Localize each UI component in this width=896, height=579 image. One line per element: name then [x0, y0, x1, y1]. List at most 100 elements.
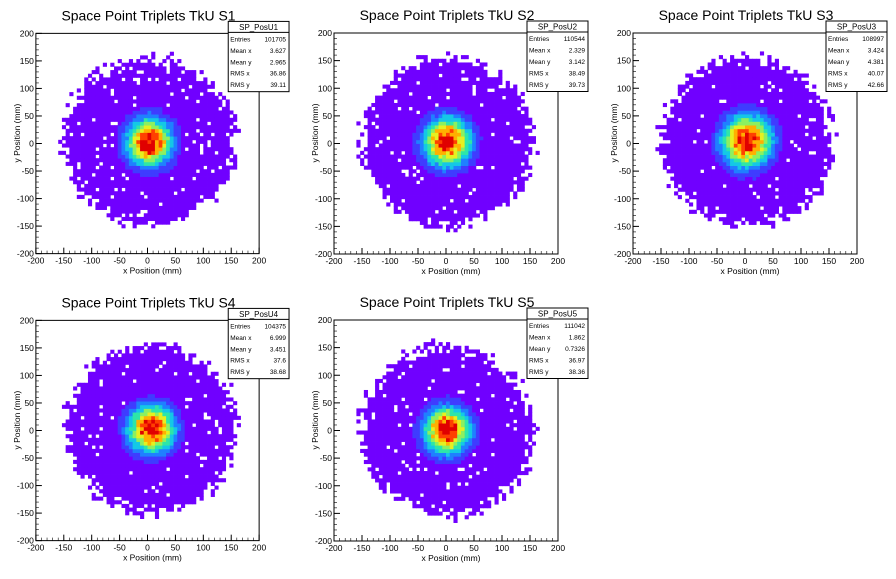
heatmap-cell	[797, 191, 801, 195]
heatmap-cell	[760, 221, 764, 225]
heatmap-cell	[816, 110, 820, 114]
heatmap-cell	[771, 125, 775, 129]
heatmap-cell	[738, 210, 742, 214]
heatmap-cell	[144, 114, 148, 118]
heatmap-cell	[734, 188, 738, 192]
heatmap-cell	[704, 118, 708, 122]
heatmap-cell	[797, 173, 801, 177]
heatmap-cell	[480, 169, 484, 173]
heatmap-cell	[790, 99, 794, 103]
heatmap-cell	[211, 140, 215, 144]
heatmap-cell	[409, 151, 413, 155]
heatmap-cell	[394, 88, 398, 92]
heatmap-cell	[805, 114, 809, 118]
heatmap-cell	[495, 121, 499, 125]
heatmap-cell	[723, 217, 727, 221]
heatmap-cell	[801, 136, 805, 140]
heatmap-cell	[506, 107, 510, 111]
heatmap-cell	[148, 206, 152, 210]
heatmap-cell	[159, 147, 163, 151]
heatmap-cell	[764, 70, 768, 74]
heatmap-cell	[468, 62, 472, 66]
heatmap-cell	[749, 92, 753, 96]
heatmap-cell	[129, 121, 133, 125]
heatmap-cell	[476, 162, 480, 166]
heatmap-cell	[133, 63, 137, 67]
heatmap-cell	[73, 169, 77, 173]
heatmap-cell	[81, 136, 85, 140]
heatmap-cell	[723, 147, 727, 151]
heatmap-cell	[356, 121, 360, 125]
heatmap-cell	[125, 66, 129, 70]
heatmap-cell	[185, 125, 189, 129]
heatmap-cell	[446, 85, 450, 89]
heatmap-cell	[159, 110, 163, 114]
heatmap-cell	[509, 107, 513, 111]
heatmap-cell	[524, 144, 528, 148]
heatmap-cell	[472, 77, 476, 81]
heatmap-cell	[468, 107, 472, 111]
heatmap-cell	[730, 225, 734, 229]
heatmap-cell	[771, 177, 775, 181]
heatmap-cell	[170, 85, 174, 89]
heatmap-cell	[771, 206, 775, 210]
heatmap-cell	[708, 125, 712, 129]
heatmap-cell	[144, 129, 148, 133]
heatmap-cell	[81, 155, 85, 159]
heatmap-cells	[356, 51, 539, 232]
heatmap-cell	[73, 129, 77, 133]
heatmap-cell	[405, 180, 409, 184]
heatmap-cell	[734, 169, 738, 173]
heatmap-cell	[99, 107, 103, 111]
heatmap-cell	[200, 110, 204, 114]
heatmap-cell	[827, 114, 831, 118]
heatmap-cell	[682, 155, 686, 159]
heatmap-cell	[162, 77, 166, 81]
heatmap-cell	[752, 195, 756, 199]
heatmap-cell	[730, 70, 734, 74]
heatmap-cell	[820, 107, 824, 111]
heatmap-cell	[222, 158, 226, 162]
heatmap-cell	[140, 144, 144, 148]
heatmap-cell	[77, 118, 81, 122]
heatmap-cell	[767, 151, 771, 155]
heatmap-cell	[394, 92, 398, 96]
heatmap-cell	[397, 144, 401, 148]
heatmap-cell	[446, 125, 450, 129]
heatmap-cell	[465, 107, 469, 111]
heatmap-cell	[513, 162, 517, 166]
heatmap-cell	[782, 140, 786, 144]
heatmap-cell	[81, 144, 85, 148]
heatmap-cell	[760, 173, 764, 177]
heatmap-cell	[379, 166, 383, 170]
heatmap-cell	[749, 129, 753, 133]
heatmap-cell	[151, 206, 155, 210]
heatmap-cell	[401, 177, 405, 181]
heatmap-cell	[181, 103, 185, 107]
heatmap-cell	[155, 88, 159, 92]
heatmap-cell	[386, 155, 390, 159]
heatmap-cell	[386, 191, 390, 195]
heatmap-cell	[812, 191, 816, 195]
heatmap-cell	[820, 129, 824, 133]
heatmap-cell	[170, 59, 174, 63]
heatmap-cell	[162, 103, 166, 107]
heatmap-cell	[730, 140, 734, 144]
heatmap-cell	[767, 107, 771, 111]
y-tick-label: -100	[614, 194, 631, 204]
heatmap-cell	[767, 125, 771, 129]
heatmap-cell	[431, 81, 435, 85]
heatmap-cell	[133, 125, 137, 129]
heatmap-cell	[775, 103, 779, 107]
heatmap-cell	[465, 155, 469, 159]
heatmap-cell	[162, 114, 166, 118]
heatmap-cell	[782, 188, 786, 192]
heatmap-cell	[405, 85, 409, 89]
heatmap-cell	[801, 184, 805, 188]
heatmap-cell	[711, 99, 715, 103]
heatmap-cell	[155, 70, 159, 74]
heatmap-cell	[715, 162, 719, 166]
heatmap-cell	[185, 103, 189, 107]
heatmap-cell	[99, 132, 103, 136]
heatmap-cell	[442, 132, 446, 136]
